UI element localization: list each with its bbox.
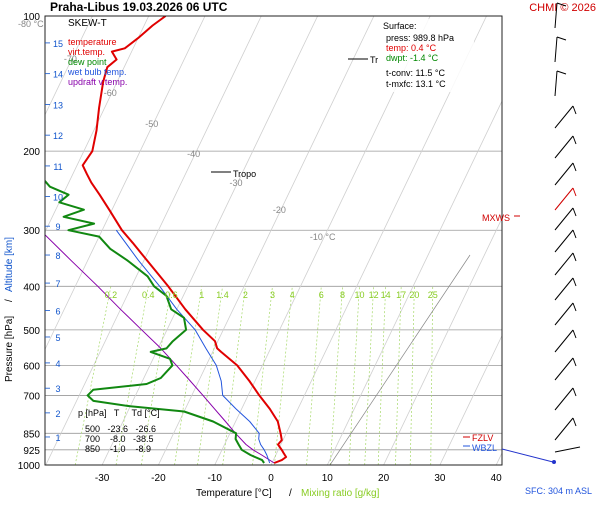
pressure-tick-label: 925 [23, 446, 40, 457]
altitude-tick-label: 14 [53, 70, 63, 80]
surface-tmxfc: t-mxfc: 13.1 °C [386, 79, 446, 89]
tr-label: Tr [370, 55, 378, 65]
x-tick-label: -20 [151, 473, 166, 484]
sfc-label: SFC: 304 m ASL [525, 486, 592, 496]
pressure-tick-label: 850 [23, 429, 40, 440]
altitude-tick-label: 13 [53, 100, 63, 110]
surface-tconv: t-conv: 11.5 °C [386, 68, 445, 78]
mixing-ratio-label: 25 [428, 290, 438, 300]
mixing-ratio-label: 6 [319, 290, 324, 300]
mixing-ratio-label: 1.4 [216, 290, 229, 300]
mixing-ratio-label: 0.6 [165, 290, 178, 300]
surface-info: Surface: press: 989.8 hPa temp: 0.4 °C d… [382, 19, 474, 92]
altitude-tick-label: 12 [53, 131, 63, 141]
table-row-850: 850 -1.0 -8.9 [85, 444, 151, 454]
pressure-tick-label: 200 [23, 147, 40, 158]
level-table: p [hPa] T Td [°C] 500 -23.6 -26.6 700 -8… [78, 408, 160, 454]
surface-temp: temp: 0.4 °C [386, 43, 437, 53]
ylabel-pressure: Pressure [hPa] [4, 316, 15, 382]
x-tick-label: -30 [95, 473, 110, 484]
pressure-tick-label: 400 [23, 282, 40, 293]
altitude-tick-label: 2 [55, 409, 60, 419]
xlabel-separator: / [289, 488, 292, 499]
mixing-ratio-label: 10 [354, 290, 364, 300]
table-row-700: 700 -8.0 -38.5 [85, 434, 154, 444]
isotherm-label: -10 °C [310, 232, 336, 242]
pressure-tick-label: 700 [23, 391, 40, 402]
mixing-ratio-label: 0.4 [142, 290, 155, 300]
altitude-tick-label: 10 [53, 192, 63, 202]
mixing-ratio-label: 12 [369, 290, 379, 300]
altitude-tick-label: 7 [55, 279, 60, 289]
pressure-tick-label: 1000 [18, 461, 41, 472]
mixing-ratio-label: 4 [290, 290, 295, 300]
legend-chart-name: SKEW-T [68, 18, 107, 29]
surface-press: press: 989.8 hPa [386, 33, 454, 43]
xlabel-temperature: Temperature [°C] [196, 488, 272, 499]
legend-wet-bulb: wet bulb temp. [67, 67, 127, 77]
altitude-tick-label: 1 [55, 433, 60, 443]
altitude-tick-label: 8 [55, 251, 60, 261]
x-tick-label: -10 [207, 473, 222, 484]
fzlv-label: FZLV [472, 433, 493, 443]
altitude-tick-label: 5 [55, 333, 60, 343]
mixing-ratio-label: 14 [381, 290, 391, 300]
altitude-tick-label: 4 [55, 359, 60, 369]
mixing-ratio-label: 17 [396, 290, 406, 300]
mixing-ratio-label: 20 [409, 290, 419, 300]
x-tick-label: 0 [268, 473, 274, 484]
x-tick-label: 40 [491, 473, 503, 484]
isotherm-label: -60 [104, 88, 117, 98]
mixing-ratio-label: 0.2 [105, 290, 118, 300]
mixing-ratio-label: 1 [199, 290, 204, 300]
ylabel-altitude: Altitude [km] [4, 237, 15, 292]
x-tick-label: 20 [378, 473, 390, 484]
altitude-tick-label: 9 [55, 222, 60, 232]
mixing-ratio-label: 8 [340, 290, 345, 300]
sfc-dot [552, 460, 556, 464]
pressure-tick-label: 600 [23, 361, 40, 372]
tropo-label: Tropo [233, 169, 256, 179]
legend-updraft: updraft v.temp. [68, 77, 127, 87]
legend-dew-point: dew point [68, 57, 107, 67]
pressure-tick-label: 300 [23, 226, 40, 237]
mixing-ratio-label: 2 [243, 290, 248, 300]
pressure-tick-label: 500 [23, 326, 40, 337]
ylabel-separator: / [4, 299, 15, 302]
table-header: p [hPa] T Td [°C] [78, 408, 160, 418]
isotherm-label: -20 [273, 205, 286, 215]
x-tick-label: 30 [434, 473, 446, 484]
altitude-tick-label: 15 [53, 39, 63, 49]
table-row-500: 500 -23.6 -26.6 [85, 424, 156, 434]
legend-temperature: temperature [68, 37, 117, 47]
altitude-tick-label: 11 [53, 162, 62, 172]
isotherm-label: -40 [187, 149, 200, 159]
mxws-label: MXWS [482, 213, 510, 223]
isotherm-label: -30 [230, 178, 243, 188]
wbzl-label: WBZL [472, 443, 497, 453]
altitude-tick-label: 3 [55, 384, 60, 394]
chart-title: Praha-Libus 19.03.2026 06 UTC [50, 0, 228, 14]
surface-dwpt: dwpt: -1.4 °C [386, 53, 439, 63]
x-tick-label: 10 [322, 473, 334, 484]
legend-virt-temp: virt.temp. [68, 47, 105, 57]
surface-heading: Surface: [383, 21, 417, 31]
copyright: CHMI © 2026 [529, 2, 596, 14]
isotherm-label: -50 [145, 119, 158, 129]
mixing-ratio-label: 3 [270, 290, 275, 300]
altitude-tick-label: 6 [55, 306, 60, 316]
isotherm-label: -80 °C [18, 19, 44, 29]
xlabel-mixing-ratio: Mixing ratio [g/kg] [301, 488, 380, 499]
